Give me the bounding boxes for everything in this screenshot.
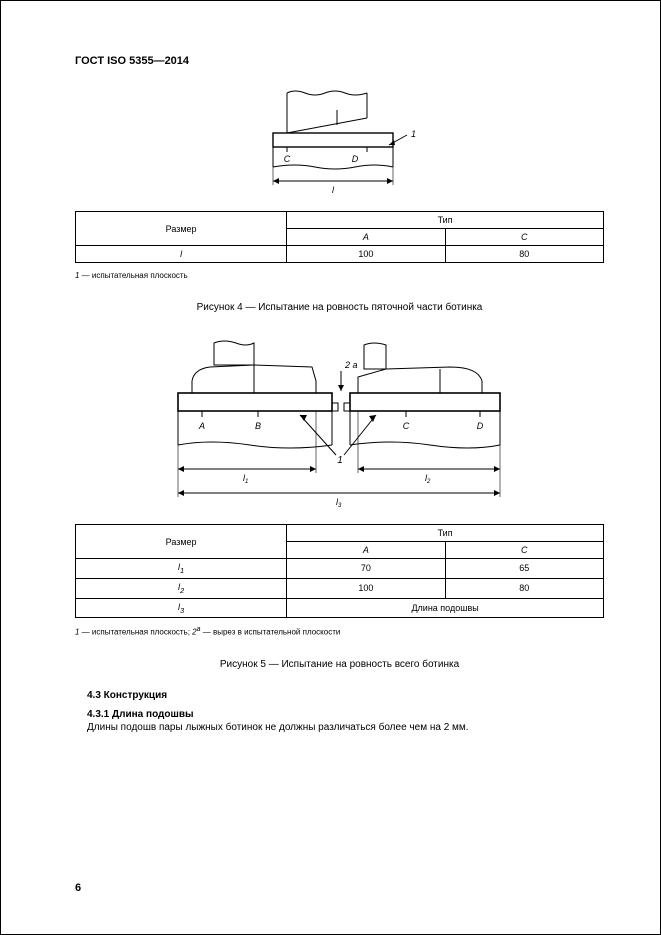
page-number: 6: [75, 882, 81, 894]
t2-r1-c: 65: [445, 559, 603, 579]
t1-r1-c: 80: [445, 246, 603, 263]
svg-text:1: 1: [337, 455, 343, 466]
figure-4-caption: Рисунок 4 — Испытание на ровность пяточн…: [75, 302, 604, 313]
t2-r1-dim: l1: [76, 559, 287, 579]
section-4-3-1-body: Длины подошв пары лыжных ботинок не долж…: [87, 722, 604, 733]
t2-r2-dim: l2: [76, 578, 287, 598]
t2-r3-dim: l3: [76, 598, 287, 618]
footnote-2: 1 — испытательная плоскость; 2a — вырез …: [75, 626, 604, 637]
t2-r3-merged: Длина подошвы: [287, 598, 604, 618]
table-2: Размер Тип A C l1 70 65 l2 100 80 l3 Дли…: [75, 524, 604, 618]
table-1: Размер Тип A C l 100 80: [75, 211, 604, 263]
figure-4-diagram: C D 1 l: [75, 85, 604, 205]
section-4-3-1-heading: 4.3.1 Длина подошвы: [87, 709, 604, 720]
svg-text:C: C: [283, 154, 290, 164]
svg-text:B: B: [254, 421, 260, 431]
doc-header: ГОСТ ISO 5355—2014: [75, 55, 604, 67]
figure-5-caption: Рисунок 5 — Испытание на ровность всего …: [75, 659, 604, 670]
svg-text:D: D: [476, 421, 483, 431]
svg-text:1: 1: [411, 129, 416, 139]
svg-text:D: D: [351, 154, 358, 164]
svg-text:A: A: [197, 421, 204, 431]
t1-r1-dim: l: [76, 246, 287, 263]
t1-hdr-size: Размер: [76, 212, 287, 246]
footnote-1: 1 — испытательная плоскость: [75, 271, 604, 280]
t2-r2-a: 100: [287, 578, 445, 598]
t1-col-c: C: [445, 229, 603, 246]
section-4-3-heading: 4.3 Конструкция: [87, 690, 604, 701]
svg-text:C: C: [402, 421, 409, 431]
t2-hdr-size: Размер: [76, 525, 287, 559]
t1-col-a: A: [287, 229, 445, 246]
t2-hdr-type: Тип: [287, 525, 604, 542]
t2-col-a: A: [287, 542, 445, 559]
svg-text:l1: l1: [243, 473, 248, 485]
t2-r2-c: 80: [445, 578, 603, 598]
figure-5-diagram: 2 a A B C D 1: [75, 333, 604, 518]
svg-text:2 a: 2 a: [344, 360, 358, 370]
svg-text:l: l: [332, 185, 335, 195]
t2-r1-a: 70: [287, 559, 445, 579]
svg-text:l3: l3: [336, 497, 342, 509]
t1-hdr-type: Тип: [287, 212, 604, 229]
t2-col-c: C: [445, 542, 603, 559]
t1-r1-a: 100: [287, 246, 445, 263]
svg-text:l2: l2: [425, 473, 431, 485]
